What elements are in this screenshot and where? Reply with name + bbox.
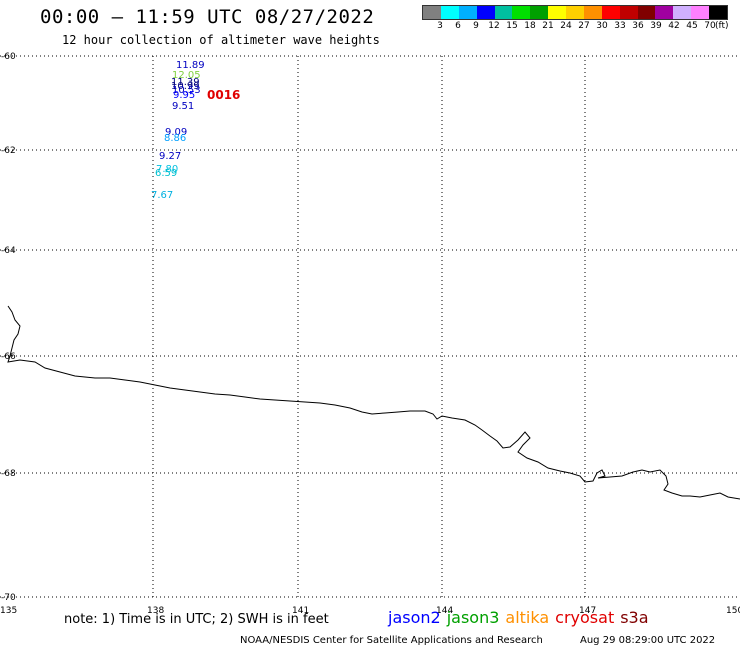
latitude-label: -62 [1, 146, 16, 156]
color-scale-label: 27 [578, 21, 590, 31]
color-swatch [655, 6, 674, 19]
legend-entry-s3a: s3a [620, 608, 649, 627]
color-scale-label: 39 [650, 21, 662, 31]
color-scale: 3 6 9 12 15 18 21 24 27 30 33 36 39 42 45 70 [422, 5, 728, 35]
color-scale-label: 21 [542, 21, 554, 31]
longitude-label: 135 [0, 606, 17, 616]
longitude-label: 144 [436, 606, 453, 616]
color-swatch [440, 6, 459, 19]
color-scale-labels: 3 6 9 12 15 18 21 24 27 30 33 36 39 42 45 70 [422, 21, 728, 33]
color-scale-label: 9 [473, 21, 479, 31]
longitude-label: 138 [147, 606, 164, 616]
swh-value: 11.39 [171, 77, 200, 88]
color-scale-unit: (ft) [715, 21, 729, 31]
color-scale-swatches [422, 5, 728, 20]
color-swatch [476, 6, 495, 19]
color-swatch [673, 6, 692, 19]
color-scale-label: 6 [455, 21, 461, 31]
color-scale-label: 42 [668, 21, 680, 31]
swh-value: 6.59 [155, 168, 177, 179]
color-swatch [583, 6, 602, 19]
longitude-label: 147 [579, 606, 596, 616]
swh-value: 9.09 [165, 127, 187, 138]
legend-entry-altika: altika [505, 608, 550, 627]
antarctic-coastline [7, 305, 740, 500]
color-swatch [566, 6, 584, 19]
swh-value: 10.53 [172, 85, 201, 96]
legend-entry-cryosat: cryosat [555, 608, 615, 627]
latitude-label: -64 [1, 246, 16, 256]
color-scale-label: 12 [488, 21, 500, 31]
color-swatch [512, 6, 531, 19]
color-scale-label: 15 [506, 21, 518, 31]
longitude-label: 141 [292, 606, 309, 616]
color-swatch [423, 6, 441, 19]
credit-line: NOAA/NESDIS Center for Satellite Applica… [240, 635, 543, 646]
legend-entry-jason3: jason3 [446, 608, 500, 627]
color-scale-label: 24 [560, 21, 572, 31]
axis-labels: -60 -62 -64 -66 -68 -70 135 138 141 144 147 150 [0, 52, 740, 616]
color-scale-label: 70 [704, 21, 716, 31]
color-scale-label: 36 [632, 21, 644, 31]
latitude-label: -60 [1, 52, 16, 62]
swh-value: 9.95 [173, 90, 195, 101]
latitude-label: -70 [1, 593, 16, 603]
color-scale-label: 30 [596, 21, 608, 31]
color-swatch [709, 6, 727, 19]
swh-value: 11.89 [176, 60, 205, 71]
credit-timestamp: Aug 29 08:29:00 UTC 2022 [580, 635, 716, 646]
color-scale-label: 33 [614, 21, 626, 31]
swh-value: 7.80 [156, 164, 178, 175]
swh-value: 9.51 [172, 101, 194, 112]
color-swatch [494, 6, 513, 19]
color-swatch [548, 6, 566, 19]
swh-value: 10.99 [171, 81, 200, 92]
legend-entry-jason2: jason2 [388, 608, 441, 627]
longitude-label: 150 [726, 606, 740, 616]
swh-value: 7.67 [151, 190, 173, 201]
color-scale-label: 45 [686, 21, 698, 31]
color-swatch [637, 6, 656, 19]
map-subtitle: 12 hour collection of altimeter wave hei… [62, 33, 380, 47]
map-title: 00:00 – 11:59 UTC 08/27/2022 [40, 6, 375, 28]
swh-value: 9.27 [159, 151, 181, 162]
latitude-label: -66 [1, 352, 16, 362]
footer-note: note: 1) Time is in UTC; 2) SWH is in fe… [64, 612, 329, 627]
color-swatch [691, 6, 709, 19]
latitude-label: -68 [1, 469, 16, 479]
color-swatch [458, 6, 477, 19]
map-grid [0, 55, 740, 600]
pass-time-label: 0016 [207, 88, 240, 102]
color-swatch [619, 6, 638, 19]
satellite-legend: jason2 jason3 altika cryosat s3a [388, 608, 655, 627]
color-swatch [530, 6, 549, 19]
color-scale-label: 18 [524, 21, 536, 31]
swh-value: 12.05 [172, 70, 201, 81]
swh-value: 8.86 [164, 133, 186, 144]
color-swatch [601, 6, 620, 19]
color-scale-label: 3 [437, 21, 443, 31]
